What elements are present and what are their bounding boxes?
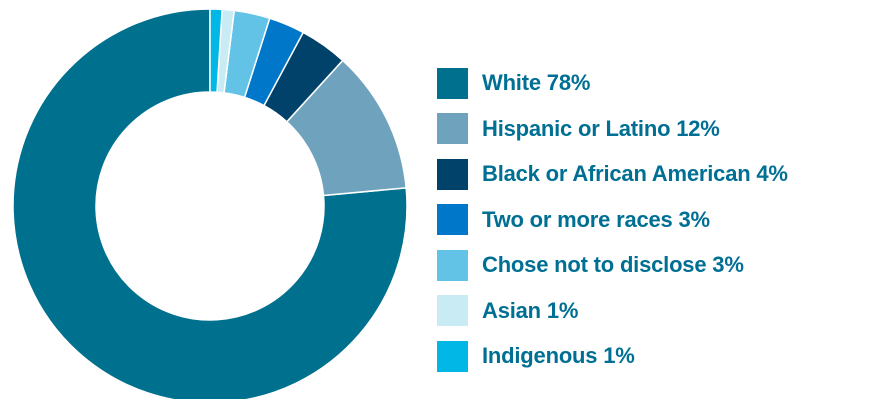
- legend-label-asian: Asian 1%: [482, 297, 579, 323]
- legend-item-chose-not-to-disclose: Chose not to disclose 3%: [437, 248, 788, 282]
- legend-label-two-or-more-races: Two or more races 3%: [482, 206, 710, 232]
- legend-item-black-or-african-american: Black or African American 4%: [437, 157, 788, 191]
- legend-label-black-or-african-american: Black or African American 4%: [482, 161, 788, 186]
- legend-swatch-chose-not-to-disclose: [437, 249, 468, 281]
- legend-item-hispanic-or-latino: Hispanic or Latino 12%: [437, 112, 788, 146]
- legend-item-white: White 78%: [437, 66, 788, 100]
- legend-swatch-indigenous: [437, 340, 468, 372]
- legend-item-asian: Asian 1%: [437, 294, 788, 328]
- legend-item-indigenous: Indigenous 1%: [437, 339, 788, 373]
- legend-label-indigenous: Indigenous 1%: [482, 343, 635, 368]
- legend-swatch-black-or-african-american: [437, 158, 468, 190]
- legend-swatch-two-or-more-races: [437, 204, 468, 235]
- legend-swatch-white: [437, 67, 468, 99]
- legend-label-chose-not-to-disclose: Chose not to disclose 3%: [482, 252, 744, 277]
- donut-chart: [12, 8, 408, 399]
- legend-swatch-hispanic-or-latino: [437, 113, 468, 144]
- chart-legend: White 78% Hispanic or Latino 12% Black o…: [437, 66, 788, 385]
- slice-white: [12, 8, 408, 399]
- legend-item-two-or-more-races: Two or more races 3%: [437, 203, 788, 237]
- legend-label-hispanic-or-latino: Hispanic or Latino 12%: [482, 115, 720, 141]
- slice-indigenous: [209, 8, 223, 94]
- legend-label-white: White 78%: [482, 70, 591, 95]
- legend-swatch-asian: [437, 295, 468, 326]
